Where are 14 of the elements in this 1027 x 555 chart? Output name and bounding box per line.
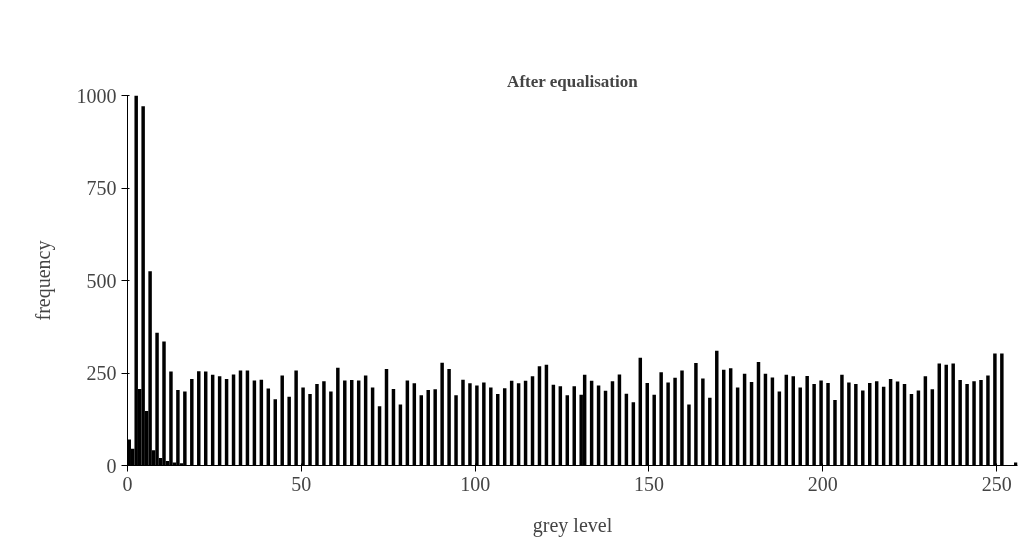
y-tick-label: 750 (86, 177, 117, 199)
x-tick-label: 0 (122, 472, 133, 495)
x-tick-label: 200 (807, 472, 838, 495)
chart-title: After equalisation (507, 71, 639, 91)
y-tick-label: 500 (86, 269, 117, 292)
y-tick-label: 0 (106, 454, 117, 477)
y-tick-label: 1000 (76, 84, 117, 107)
x-tick-label: 250 (981, 472, 1012, 495)
x-tick-label: 150 (633, 472, 664, 495)
y-axis-title: frequency (31, 240, 55, 321)
x-tick-label: 50 (291, 472, 312, 495)
x-tick-label: 100 (460, 472, 491, 495)
x-axis-title: grey level (532, 513, 613, 537)
y-tick-label: 250 (86, 362, 117, 384)
